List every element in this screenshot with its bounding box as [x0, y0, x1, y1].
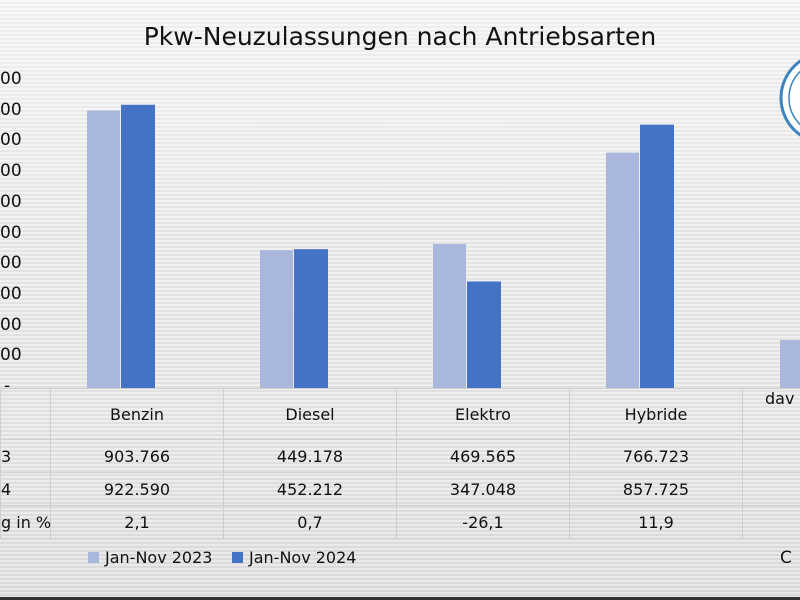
- y-tick-label: 00: [0, 314, 22, 335]
- table-row: 3 903.766 449.178 469.565 766.723: [0, 439, 800, 473]
- y-tick-label: 00: [0, 253, 22, 274]
- bar-diesel-2023: [260, 250, 293, 388]
- table-cell: -26,1: [396, 505, 570, 539]
- row-label: 4: [0, 472, 51, 506]
- table-row: g in % 2,1 0,7 -26,1 11,9: [0, 505, 800, 539]
- bar-hybride-2024: [640, 124, 674, 388]
- bar-elektro-2023: [433, 243, 466, 388]
- table-cell: 11,9: [569, 505, 743, 539]
- chart-title: Pkw-Neuzulassungen nach Antriebsarten: [143, 22, 657, 51]
- source-fragment: C: [780, 548, 792, 568]
- cat-label: Hybride: [569, 388, 743, 440]
- table-cell: 857.725: [569, 472, 743, 506]
- y-tick-label: 00: [0, 191, 22, 212]
- cat-label: Elektro: [396, 388, 570, 440]
- y-tick-label: 00: [0, 99, 22, 120]
- table-cell: 449.178: [223, 439, 397, 473]
- y-tick-label: 00: [0, 161, 22, 182]
- row-label: 3: [0, 439, 51, 473]
- y-tick-label: 00: [0, 222, 22, 243]
- table-cell: 0,7: [223, 505, 397, 539]
- y-tick-label: 00: [0, 345, 22, 366]
- row-label: g in %: [0, 505, 51, 539]
- bar-benzin-2023: [87, 110, 120, 389]
- table-header-row: Benzin Diesel Elektro Hybride dav: [0, 388, 800, 440]
- y-tick-label: 00: [0, 69, 22, 89]
- table-cell: 903.766: [50, 439, 224, 473]
- data-table: Benzin Diesel Elektro Hybride dav 3 903.7…: [0, 388, 800, 539]
- bar-benzin-2024: [121, 104, 155, 389]
- cat-label: Diesel: [223, 388, 397, 440]
- bar-hybride-2023: [606, 152, 639, 388]
- cat-label: dav: [742, 388, 800, 440]
- kba-logo: [779, 59, 800, 137]
- legend-item-2023: Jan-Nov 2023: [88, 548, 212, 567]
- table-cell: 452.212: [223, 472, 397, 506]
- table-cell: 922.590: [50, 472, 224, 506]
- y-tick-label: 00: [0, 283, 22, 304]
- bar-diesel-2024: [294, 249, 328, 388]
- cat-label: Benzin: [50, 388, 224, 440]
- y-tick-label: 00: [0, 130, 22, 151]
- table-cell: 2,1: [50, 505, 224, 539]
- table-cell: 469.565: [396, 439, 570, 473]
- table-cell: 766.723: [569, 439, 743, 473]
- table-row: 4 922.590 452.212 347.048 857.725: [0, 472, 800, 506]
- y-tick-label: -: [4, 376, 11, 396]
- table-cell: 347.048: [396, 472, 570, 506]
- plot-area: [87, 59, 800, 389]
- legend-item-2024: Jan-Nov 2024: [232, 548, 356, 567]
- bar-dav-2023: [780, 340, 800, 388]
- bar-elektro-2024: [467, 281, 501, 388]
